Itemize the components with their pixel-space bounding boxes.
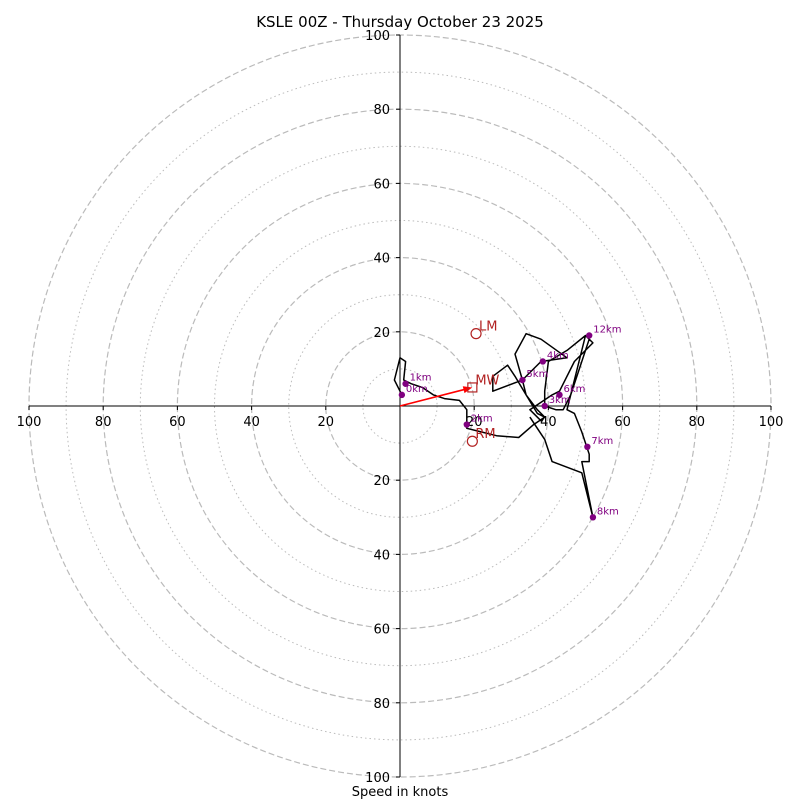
y-tick-label: 60 bbox=[373, 177, 390, 192]
height-label-4km: 4km bbox=[547, 350, 569, 361]
y-tick-label: 80 bbox=[373, 103, 390, 118]
hodograph-line bbox=[393, 332, 594, 519]
height-label-6km: 6km bbox=[564, 384, 586, 395]
height-label-8km: 8km bbox=[597, 506, 619, 517]
height-label-2km: 2km bbox=[471, 414, 493, 425]
x-tick-label: 100 bbox=[759, 415, 784, 430]
x-tick-label: 20 bbox=[466, 415, 483, 430]
storm-motion-marker-mw bbox=[467, 382, 478, 393]
height-label-12km: 12km bbox=[593, 325, 621, 336]
storm-motion-markers: LM MW RM bbox=[466, 320, 500, 447]
x-tick-label: 20 bbox=[318, 415, 335, 430]
x-tick-label: 80 bbox=[689, 415, 706, 430]
height-label-7km: 7km bbox=[591, 436, 613, 447]
y-tick-label: 60 bbox=[373, 623, 390, 638]
y-tick-label: 20 bbox=[373, 326, 390, 341]
height-label-1km: 1km bbox=[410, 373, 432, 384]
x-tick-label: 60 bbox=[614, 415, 631, 430]
hodograph-trace bbox=[393, 332, 594, 519]
x-axis-label: Speed in knots bbox=[352, 785, 449, 800]
storm-motion-label-mw: MW bbox=[475, 373, 499, 388]
height-marker-1km bbox=[402, 380, 409, 387]
storm-motion-marker-lm bbox=[470, 328, 482, 340]
x-tick-label: 60 bbox=[169, 415, 186, 430]
y-tick-label: 80 bbox=[373, 697, 390, 712]
height-marker-12km bbox=[586, 332, 593, 339]
height-label-0km: 0km bbox=[406, 384, 428, 395]
height-label-3km: 3km bbox=[549, 395, 571, 406]
x-tick-label: 80 bbox=[95, 415, 112, 430]
height-marker-5km bbox=[519, 376, 526, 384]
height-marker-0km bbox=[398, 391, 406, 399]
x-tick-label: 40 bbox=[540, 415, 557, 430]
height-marker-3km bbox=[541, 402, 548, 410]
height-marker-2km bbox=[463, 421, 470, 428]
y-tick-label: 100 bbox=[365, 771, 390, 786]
vector-shaft bbox=[399, 388, 467, 407]
height-marker-6km bbox=[556, 391, 563, 399]
y-tick-label: 40 bbox=[373, 548, 390, 563]
storm-motion-marker-rm bbox=[466, 435, 478, 447]
x-tick-label: 40 bbox=[243, 415, 260, 430]
tick-labels: 100 80 60 40 20 20 40 60 80 100 100 80 60 40 20 20 40 60 8… bbox=[17, 29, 784, 786]
x-tick-label: 100 bbox=[17, 415, 42, 430]
height-label-5km: 5km bbox=[526, 369, 548, 380]
y-tick-label: 40 bbox=[373, 252, 390, 267]
height-marker-4km bbox=[539, 358, 547, 365]
height-marker-8km bbox=[589, 514, 597, 521]
storm-motion-label-lm: LM bbox=[479, 320, 497, 335]
chart-title: KSLE 00Z - Thursday October 23 2025 bbox=[256, 13, 544, 31]
storm-motion-label-rm: RM bbox=[475, 427, 495, 442]
height-marker-7km bbox=[584, 443, 591, 451]
y-tick-label: 20 bbox=[373, 474, 390, 489]
y-tick-label: 100 bbox=[365, 29, 390, 44]
